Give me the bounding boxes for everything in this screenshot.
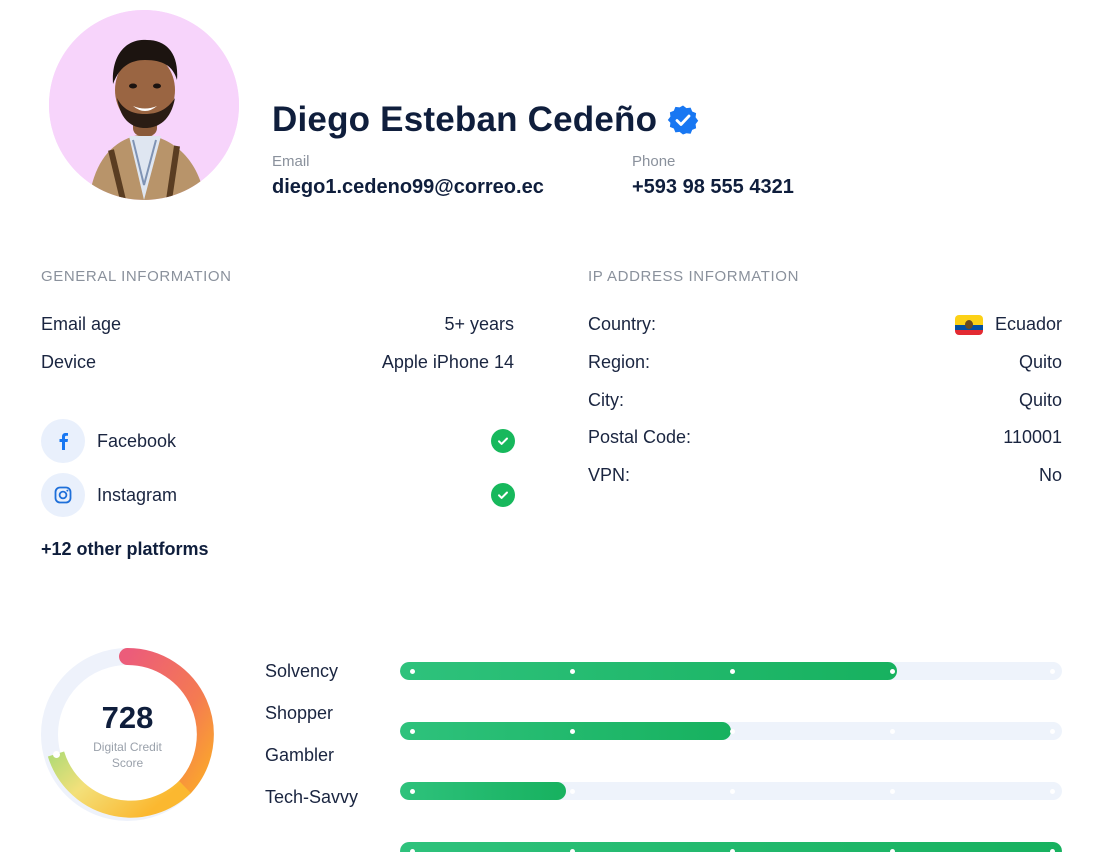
trait-bar-tick	[730, 849, 735, 852]
trait-bar	[400, 842, 1062, 852]
ip-value: Ecuador	[994, 314, 1062, 334]
ip-label: VPN:	[588, 465, 631, 485]
trait-bar-fill	[400, 722, 731, 740]
email-value: diego1.cedeno99@correo.ec	[272, 176, 544, 198]
info-label: Email age	[41, 314, 122, 334]
trait-bar	[400, 722, 1062, 740]
trait-bar-tick	[1050, 849, 1055, 852]
ip-value: Quito	[1018, 390, 1062, 410]
social-name: Facebook	[97, 430, 177, 451]
check-icon	[491, 483, 515, 507]
trait-bar-tick	[890, 669, 895, 674]
person-photo	[49, 10, 239, 200]
trait-bar-tick	[570, 729, 575, 734]
social-name: Instagram	[97, 484, 178, 505]
other-platforms-link[interactable]: +12 other platforms	[41, 539, 209, 559]
trait-bar-tick	[1050, 669, 1055, 674]
facebook-icon	[41, 419, 85, 463]
phone-label: Phone	[632, 153, 676, 170]
verified-badge-icon	[667, 105, 699, 135]
check-icon	[491, 429, 515, 453]
trait-bar-tick	[890, 789, 895, 794]
ip-value: No	[1038, 465, 1062, 485]
ip-row-city: City: Quito	[588, 390, 1062, 411]
profile-name-text: Diego Esteban Cedeño	[272, 100, 658, 139]
ip-row-country: Country: Ecuador	[588, 314, 1062, 335]
trait-bar-tick	[1050, 789, 1055, 794]
trait-bar-fill	[400, 842, 1062, 852]
trait-bar-tick	[570, 789, 575, 794]
info-row-email-age: Email age 5+ years	[41, 314, 514, 335]
trait-bar-tick	[890, 729, 895, 734]
trait-bar	[400, 782, 1062, 800]
ip-label: Region:	[588, 352, 651, 372]
trait-bar-fill	[400, 782, 566, 800]
avatar	[49, 10, 239, 200]
ip-value: 110001	[1003, 427, 1062, 447]
trait-label: Shopper	[265, 703, 334, 723]
ip-row-vpn: VPN: No	[588, 465, 1062, 486]
ip-label: Country:	[588, 314, 657, 334]
info-row-device: Device Apple iPhone 14	[41, 352, 514, 373]
profile-name: Diego Esteban Cedeño	[272, 100, 699, 140]
phone-value: +593 98 555 4321	[632, 176, 794, 198]
email-label: Email	[272, 153, 310, 170]
credit-score-gauge	[41, 648, 214, 821]
ecuador-flag-icon	[954, 314, 983, 335]
info-label: Device	[41, 352, 97, 372]
trait-bar-tick	[570, 849, 575, 852]
trait-bar-fill	[400, 662, 897, 680]
info-value: 5+ years	[444, 314, 514, 334]
trait-bar-tick	[730, 729, 735, 734]
instagram-icon	[41, 473, 85, 517]
trait-label: Gambler	[265, 745, 335, 765]
trait-bar-tick	[410, 789, 415, 794]
trait-bar-tick	[410, 669, 415, 674]
trait-bar-tick	[410, 729, 415, 734]
trait-bar-tick	[890, 849, 895, 852]
ip-row-postal-code: Postal Code: 110001	[588, 427, 1062, 448]
ip-row-region: Region: Quito	[588, 352, 1062, 373]
trait-bar-tick	[730, 669, 735, 674]
general-info-title: GENERAL INFORMATION	[41, 268, 232, 285]
credit-score-label: Digital Credit Score	[93, 740, 162, 770]
trait-bar-tick	[730, 789, 735, 794]
social-row-instagram: Instagram	[41, 473, 515, 517]
social-row-facebook: Facebook	[41, 419, 515, 463]
trait-label: Solvency	[265, 661, 339, 681]
trait-bar	[400, 662, 1062, 680]
ip-label: Postal Code:	[588, 427, 692, 447]
trait-bar-tick	[570, 669, 575, 674]
trait-label: Tech-Savvy	[265, 787, 359, 807]
trait-bar-tick	[1050, 729, 1055, 734]
ip-label: City:	[588, 390, 624, 410]
info-value: Apple iPhone 14	[381, 352, 514, 372]
ip-info-title: IP ADDRESS INFORMATION	[588, 268, 800, 285]
credit-score-value: 728	[101, 700, 154, 735]
ip-value: Quito	[1018, 352, 1062, 372]
trait-bar-tick	[410, 849, 415, 852]
